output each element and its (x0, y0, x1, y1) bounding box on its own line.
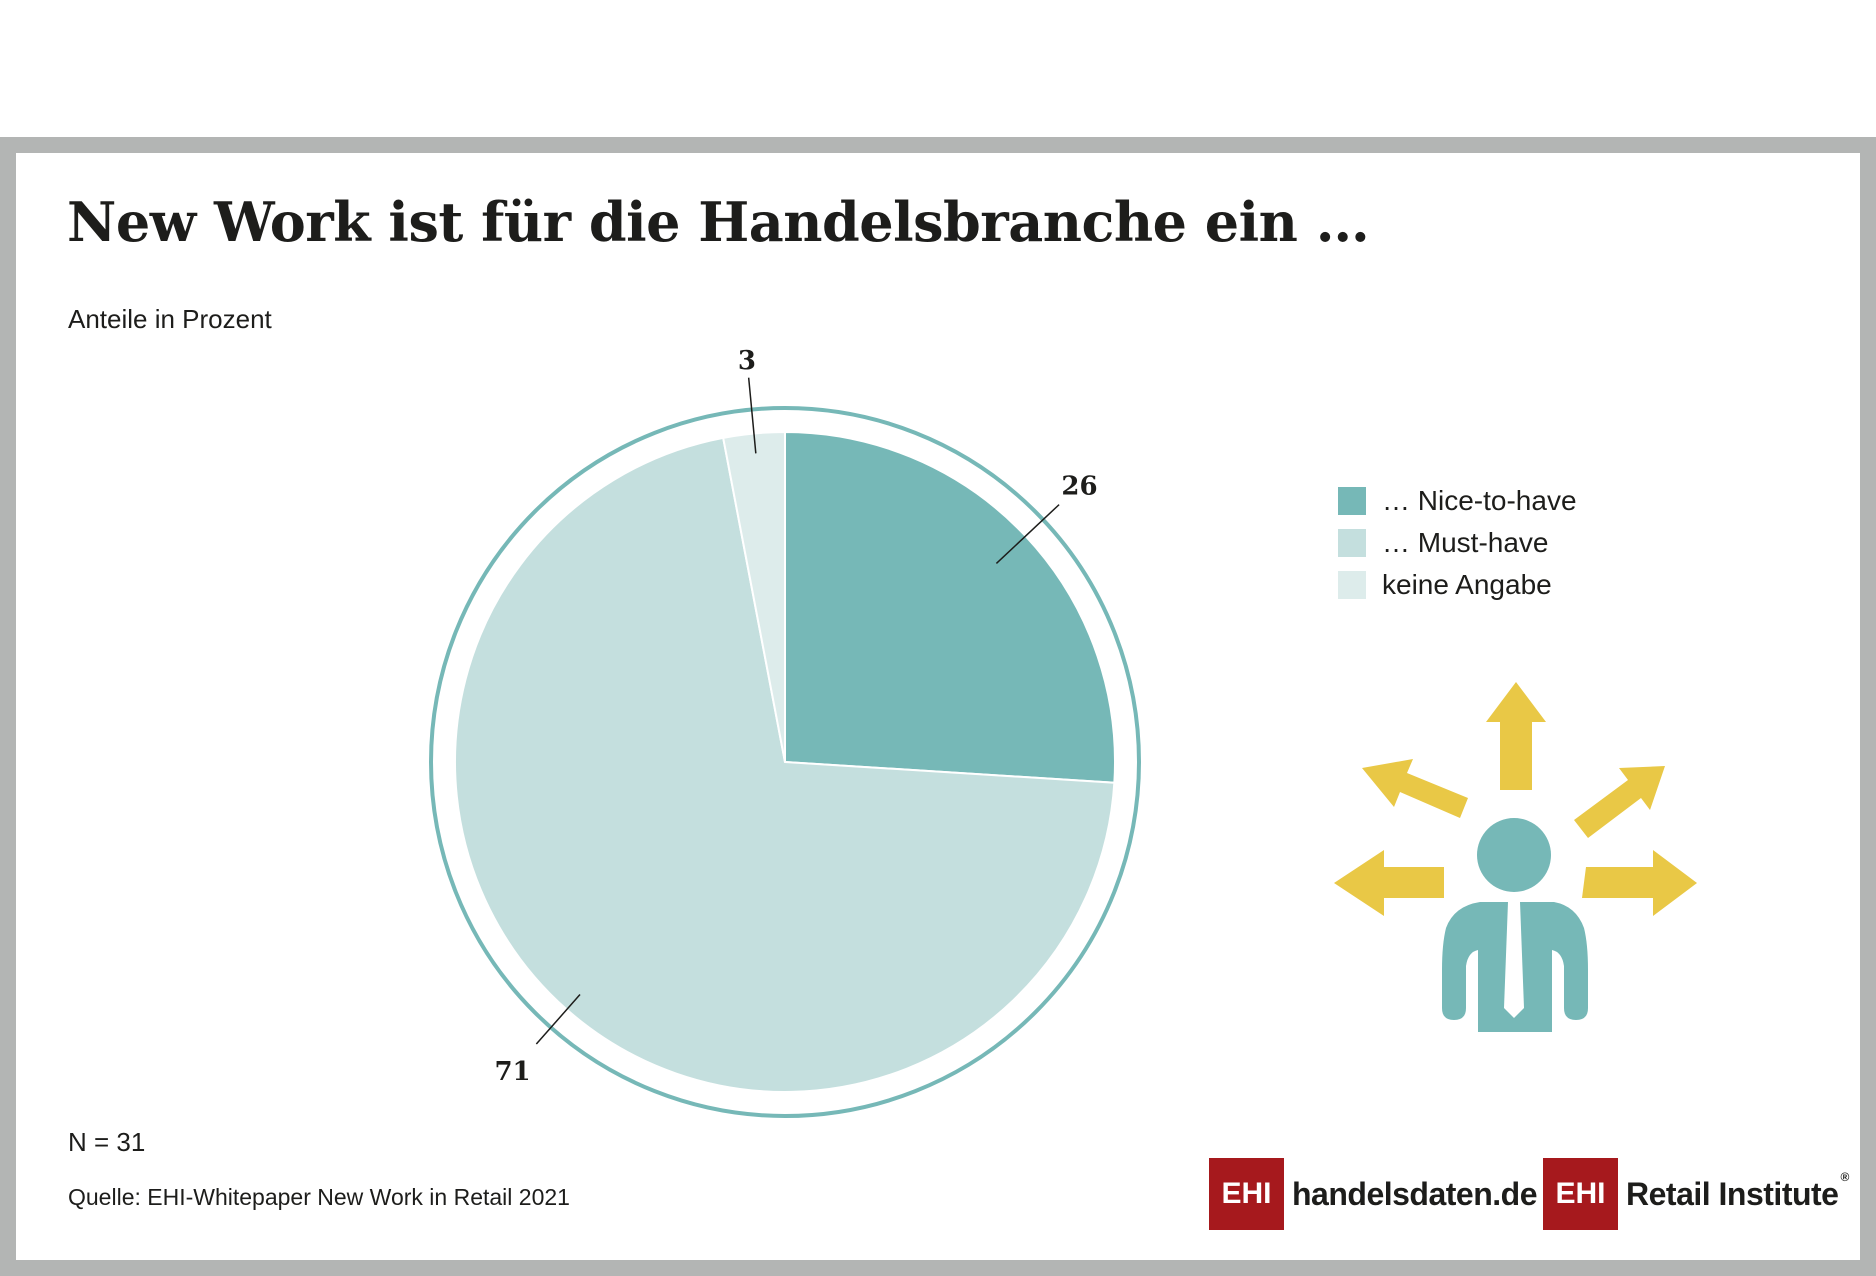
legend-swatch (1338, 487, 1366, 515)
registered-mark: ® (1840, 1169, 1849, 1184)
person-icon (1442, 818, 1588, 1032)
ehi-logo-box: EHI (1209, 1158, 1284, 1230)
chart-title: New Work ist für die Handelsbranche ein … (67, 190, 1370, 254)
arrow-icons (1334, 682, 1697, 916)
legend-swatch (1338, 571, 1366, 599)
leader-line (747, 377, 757, 454)
legend-item: … Must-have (1338, 522, 1577, 564)
legend-item: keine Angabe (1338, 564, 1577, 606)
legend-swatch (1338, 529, 1366, 557)
sample-size-note: N = 31 (68, 1127, 146, 1157)
arrow-up-icon (1486, 682, 1546, 790)
legend-label: keine Angabe (1382, 569, 1552, 600)
person-with-arrows-icon (1334, 682, 1697, 1032)
handelsdaten-logo[interactable]: EHI handelsdaten.de (1209, 1158, 1538, 1230)
legend-label: … Nice-to-have (1382, 485, 1577, 516)
data-label: 3 (738, 346, 756, 376)
retail-institute-logo-text: Retail Institute ® (1626, 1170, 1849, 1213)
person-head-icon (1477, 818, 1551, 892)
arrow-right-icon (1582, 850, 1697, 916)
arrow-left-icon (1334, 850, 1444, 916)
legend-item: … Nice-to-have (1338, 480, 1577, 522)
chart-subtitle: Anteile in Prozent (68, 304, 272, 334)
source-note: Quelle: EHI-Whitepaper New Work in Retai… (68, 1184, 570, 1210)
data-label: 26 (1061, 471, 1097, 501)
ehi-retail-institute-logo[interactable]: EHI Retail Institute ® (1543, 1158, 1849, 1230)
handelsdaten-logo-text: handelsdaten.de (1292, 1175, 1538, 1212)
retail-institute-text: Retail Institute (1626, 1175, 1839, 1212)
arrow-upper-left-icon (1362, 759, 1468, 818)
leader-line (995, 504, 1060, 565)
tie-icon (1504, 902, 1524, 1018)
pie-outline-ring (429, 406, 1141, 1118)
ehi-logo-box: EHI (1543, 1158, 1618, 1230)
legend-label: … Must-have (1382, 527, 1549, 558)
legend: … Nice-to-have … Must-have keine Angabe (1338, 480, 1577, 606)
data-label: 71 (494, 1057, 530, 1087)
leader-line (535, 994, 581, 1045)
arrow-upper-right-icon (1574, 766, 1665, 838)
